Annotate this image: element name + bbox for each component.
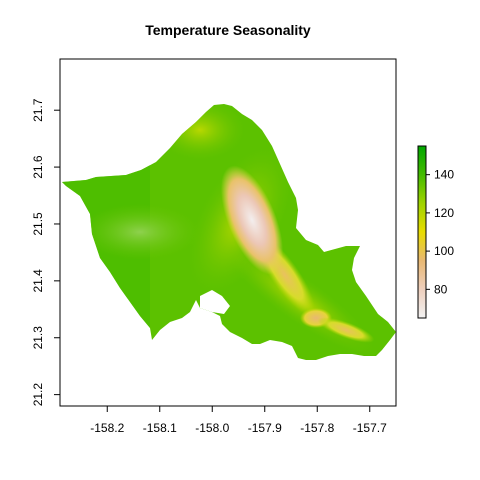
y-tick-label: 21.7 <box>31 98 45 122</box>
x-tick-label: -157.8 <box>300 421 334 435</box>
plot-frame <box>59 58 397 407</box>
y-tick-label: 21.3 <box>31 326 45 350</box>
x-axis: -158.2 -158.1 -158.0 -157.9 -157.8 -157.7 <box>90 406 387 435</box>
chart-title: Temperature Seasonality <box>145 22 311 38</box>
y-tick-label: 21.4 <box>31 269 45 293</box>
legend-tick-label: 100 <box>434 244 454 258</box>
x-tick-label: -158.1 <box>143 421 177 435</box>
colorbar <box>417 145 427 319</box>
bay-cutout <box>200 290 230 314</box>
legend-tick-label: 120 <box>434 206 454 220</box>
y-tick-label: 21.5 <box>31 212 45 236</box>
x-tick-label: -157.9 <box>248 421 282 435</box>
y-tick-label: 21.2 <box>31 383 45 407</box>
y-axis: 21.2 21.3 21.4 21.5 21.6 21.7 <box>31 98 60 406</box>
island-raster <box>62 104 396 360</box>
y-tick-label: 21.6 <box>31 155 45 179</box>
x-tick-label: -158.0 <box>195 421 229 435</box>
legend-tick-label: 140 <box>434 168 454 182</box>
x-tick-label: -157.7 <box>353 421 387 435</box>
x-tick-label: -158.2 <box>90 421 124 435</box>
legend-tick-label: 80 <box>434 282 448 296</box>
color-legend: 80 100 120 140 <box>417 145 454 319</box>
